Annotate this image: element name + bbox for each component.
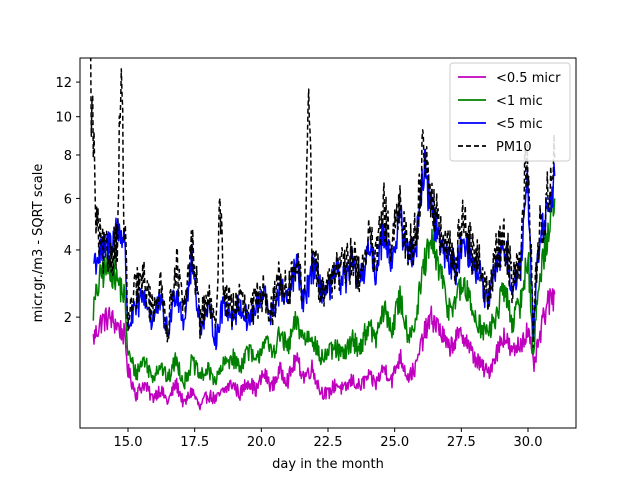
series-layer: [89, 58, 556, 411]
y-axis-label: micr.gr./m3 - SQRT scale: [31, 164, 46, 323]
legend-box: [449, 62, 571, 162]
y-tick-label: 10: [55, 111, 72, 126]
x-axis: 15.0 17.5 20.0 22.5 25.0 27.5 30.0: [114, 428, 543, 450]
legend-label: <1 mic: [496, 94, 543, 109]
legend: <0.5 micr <1 mic <5 mic PM10: [449, 62, 571, 162]
legend-label: PM10: [496, 140, 532, 155]
x-tick-label: 25.0: [380, 435, 409, 450]
x-tick-label: 17.5: [180, 435, 209, 450]
legend-label: <5 mic: [496, 117, 543, 132]
x-axis-label: day in the month: [272, 457, 384, 472]
series-line: [89, 58, 556, 349]
x-tick-label: 30.0: [514, 435, 543, 450]
y-tick-label: 4: [64, 244, 72, 259]
y-tick-label: 6: [64, 192, 72, 207]
x-tick-label: 27.5: [447, 435, 476, 450]
y-tick-label: 2: [64, 311, 72, 326]
y-tick-label: 12: [55, 76, 72, 91]
y-tick-label: 8: [64, 149, 72, 164]
series-line: [92, 189, 556, 390]
series-line: [92, 288, 556, 411]
x-tick-label: 22.5: [314, 435, 343, 450]
x-tick-label: 15.0: [114, 435, 143, 450]
legend-label: <0.5 micr: [496, 71, 561, 86]
y-axis: 2 4 6 8 10 12: [55, 76, 80, 326]
plot-area: [79, 57, 577, 429]
x-tick-label: 20.0: [247, 435, 276, 450]
